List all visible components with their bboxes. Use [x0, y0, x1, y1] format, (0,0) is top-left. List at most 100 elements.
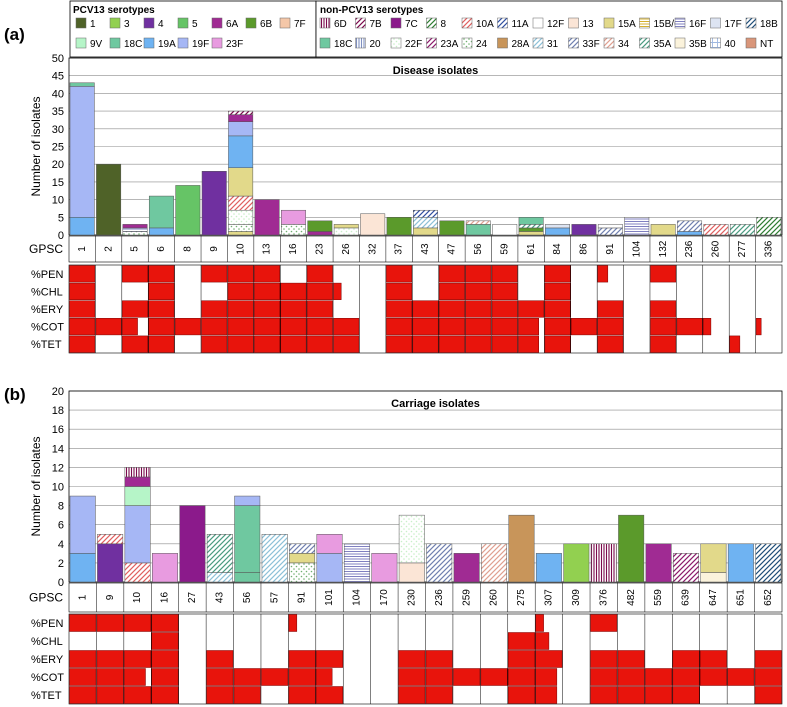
resistance-bar-6-COT — [148, 318, 175, 336]
legend-swatch — [461, 37, 473, 49]
bar-segment-559-6A — [645, 543, 672, 583]
legend-swatch — [75, 17, 87, 29]
resistance-bar-16-CHL — [151, 632, 179, 650]
x-tick-label: 27 — [187, 592, 198, 604]
resistance-bar-13-COT — [254, 318, 281, 336]
legend-swatch — [532, 37, 544, 49]
resistance-bar-1-TET — [69, 335, 96, 353]
bar-segment-259-6A — [453, 553, 480, 583]
resistance-label: %TET — [31, 339, 62, 351]
bar-segment-23-6A — [307, 231, 333, 236]
legend-label: 13 — [583, 19, 595, 30]
legend-label: 18B — [760, 19, 778, 30]
x-tick-label: 639 — [681, 589, 692, 606]
resistance-bar-259-COT — [453, 668, 481, 686]
legend-swatch — [497, 37, 508, 49]
resistance-bar-647-COT — [699, 668, 727, 686]
resistance-bar-482-COT — [617, 668, 645, 686]
legend-swatch — [710, 17, 721, 29]
legend-swatch — [603, 37, 615, 49]
resistance-bar-37-TET — [386, 335, 413, 353]
legend-label: 16F — [689, 19, 706, 30]
y-tick-label: 2 — [58, 558, 64, 570]
bar-segment-16-23F — [152, 553, 178, 583]
resistance-bar-43-COT — [412, 318, 439, 336]
legend-label: 6A — [226, 19, 239, 30]
bar-segment-336-8 — [756, 217, 782, 236]
resistance-bar-376-ERY — [590, 650, 618, 668]
resistance-bar-86-COT — [570, 318, 597, 336]
bar-segment-91-15A — [289, 553, 316, 564]
y-tick-label: 10 — [52, 482, 64, 494]
bar-segment-43-31 — [413, 217, 438, 229]
resistance-bar-9-PEN — [201, 265, 228, 283]
legend-item-23A: 23A — [426, 37, 459, 50]
bar-segment-91-33F — [597, 227, 623, 236]
y-tick-label: 50 — [52, 53, 64, 65]
bar-segment-32-13 — [360, 213, 386, 236]
resistance-bar-275-ERY — [508, 650, 535, 668]
legend-item-34: 34 — [603, 37, 630, 50]
y-tick-label: 8 — [58, 501, 64, 513]
y-tick-label: 6 — [58, 520, 64, 532]
bar-segment-10-19F — [228, 121, 254, 137]
resistance-bar-236-COT — [676, 318, 703, 336]
bar-segment-132-15A — [650, 224, 676, 236]
legend-label: 15A — [618, 19, 636, 30]
legend-label: 1 — [90, 19, 96, 30]
bar-segment-2-1 — [96, 163, 122, 236]
bar-segment-10-6A — [228, 114, 254, 122]
bar-segment-1-19A — [69, 553, 96, 583]
legend-swatch — [639, 37, 650, 49]
legend-item-18C: 18C — [109, 37, 142, 50]
resistance-bar-9-PEN — [96, 614, 124, 632]
legend-item-1: 1 — [75, 17, 96, 30]
resistance-bar-6-CHL — [148, 282, 175, 300]
resistance-bar-652-COT — [754, 668, 782, 686]
legend-item-7F: 7F — [279, 17, 306, 30]
y-tick-label: 20 — [52, 386, 64, 398]
bar-segment-10-15A — [228, 231, 254, 236]
resistance-bar-652-ERY — [754, 650, 782, 668]
resistance-bar-376-COT — [590, 668, 618, 686]
x-tick-label: 23 — [315, 243, 326, 255]
resistance-bar-482-ERY — [617, 650, 645, 668]
legend-item-31: 31 — [532, 37, 559, 50]
resistance-bar-37-PEN — [386, 265, 413, 283]
x-tick-label: 482 — [626, 589, 637, 606]
x-tick-label: 236 — [434, 589, 445, 606]
x-tick-label: 16 — [288, 243, 299, 255]
legend-swatch — [745, 37, 757, 49]
bar-segment-26-22F — [333, 227, 359, 236]
bar-segment-1-19F — [69, 86, 95, 218]
resistance-bar-61-COT — [518, 318, 540, 336]
bar-segment-647-35B — [700, 572, 727, 583]
legend-label: 18C — [124, 39, 142, 50]
resistance-bar-47-CHL — [438, 282, 465, 300]
legend-label: 35A — [654, 39, 672, 50]
panel-label: (a) — [4, 25, 25, 44]
resistance-bar-236-TET — [425, 686, 453, 704]
x-tick-label: 16 — [160, 592, 171, 604]
legend-item-33F: 33F — [568, 37, 600, 50]
resistance-bar-236-COT — [425, 668, 453, 686]
bar-segment-236-33F — [426, 543, 453, 583]
legend-swatch — [745, 17, 757, 29]
bar-segment-47-6B — [439, 220, 465, 236]
resistance-bar-43-TET — [412, 335, 439, 353]
resistance-bar-13-ERY — [254, 300, 281, 318]
legend-item-16F: 16F — [674, 17, 706, 30]
resistance-label: %TET — [31, 690, 62, 702]
bar-segment-10-24 — [228, 224, 254, 232]
legend-swatch — [319, 17, 331, 29]
resistance-bar-230-ERY — [398, 650, 426, 668]
x-tick-label: 2 — [103, 246, 114, 252]
bar-segment-376-6D — [590, 543, 617, 583]
resistance-bar-376-TET — [590, 686, 618, 704]
x-tick-label: 91 — [605, 243, 616, 255]
legend-label: 19A — [158, 39, 176, 50]
legend-swatch — [75, 37, 87, 49]
resistance-bar-2-COT — [95, 318, 122, 336]
x-tick-label: 8 — [182, 246, 193, 252]
x-tick-label: 376 — [598, 589, 609, 606]
